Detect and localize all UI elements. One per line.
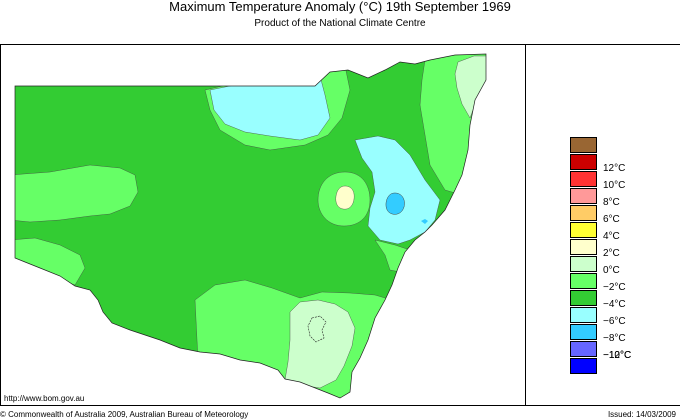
legend-swatch-2 [570, 154, 597, 170]
legend-swatch-7 [570, 239, 597, 255]
legend-swatch-4 [570, 188, 597, 204]
region-minus8-east [354, 135, 441, 245]
map-title: Maximum Temperature Anomaly (°C) 19th Se… [169, 0, 511, 14]
legend-frame [526, 44, 680, 406]
legend-label-3: 8°C [603, 197, 620, 208]
legend-swatch-8 [570, 256, 597, 272]
legend-swatch-11 [570, 307, 597, 323]
legend-label-6: 2°C [603, 248, 620, 259]
legend-label-2: 10°C [603, 180, 626, 191]
legend-label-10: −6°C [603, 316, 626, 327]
legend-swatch-14 [570, 358, 597, 374]
legend-label-12: −10°C [603, 350, 632, 361]
legend-swatch-12 [570, 324, 597, 340]
legend-label-7: 0°C [603, 265, 620, 276]
region-minus2-south [284, 299, 356, 389]
legend-row-3: 10°C [570, 171, 660, 191]
legend-label-11: −8°C [603, 333, 626, 344]
legend-row-5: 6°C [570, 205, 660, 225]
legend-swatch-6 [570, 222, 597, 238]
legend-label-1: 12°C [603, 163, 626, 174]
legend-label-4: 6°C [603, 214, 620, 225]
act-boundary [307, 315, 327, 343]
region-minus10-spot [421, 219, 428, 224]
state-outline [14, 53, 487, 399]
legend-swatch-10 [570, 290, 597, 306]
legend-swatch-3 [570, 171, 597, 187]
legend-swatch-9 [570, 273, 597, 289]
issued-date: Issued: 14/03/2009 [607, 410, 676, 419]
legend-label-13: −12°C [603, 350, 632, 361]
legend-label-9: −4°C [603, 299, 626, 310]
legend-swatch-5 [570, 205, 597, 221]
anomaly-map [14, 53, 487, 399]
region-zero-spot [335, 185, 355, 210]
copyright-notice: © Commonwealth of Australia 2009, Austra… [0, 410, 249, 419]
legend-row-10: −4°C [570, 290, 660, 310]
legend-row-14: −12°C [570, 351, 660, 375]
source-url[interactable]: http://www.bom.gov.au [4, 394, 85, 403]
region-minus4-west [15, 164, 139, 223]
legend-row-13: −10°C [570, 341, 660, 361]
legend-row-2: 12°C [570, 154, 660, 174]
map-subtitle: Product of the National Climate Centre [254, 18, 426, 29]
legend-label-5: 4°C [603, 231, 620, 242]
legend-row-4: 8°C [570, 188, 660, 208]
legend-row-6: 4°C [570, 222, 660, 242]
legend-row-12: −8°C [570, 324, 660, 344]
legend-swatch-1 [570, 137, 597, 153]
legend-row-11: −6°C [570, 307, 660, 327]
legend-row-9: −2°C [570, 273, 660, 293]
legend-row-7: 2°C [570, 239, 660, 259]
legend-row-8: 0°C [570, 256, 660, 276]
legend-row-1 [570, 137, 660, 154]
region-minus10-blob [385, 192, 405, 215]
legend-label-8: −2°C [603, 282, 626, 293]
legend-swatch-13 [570, 341, 597, 357]
